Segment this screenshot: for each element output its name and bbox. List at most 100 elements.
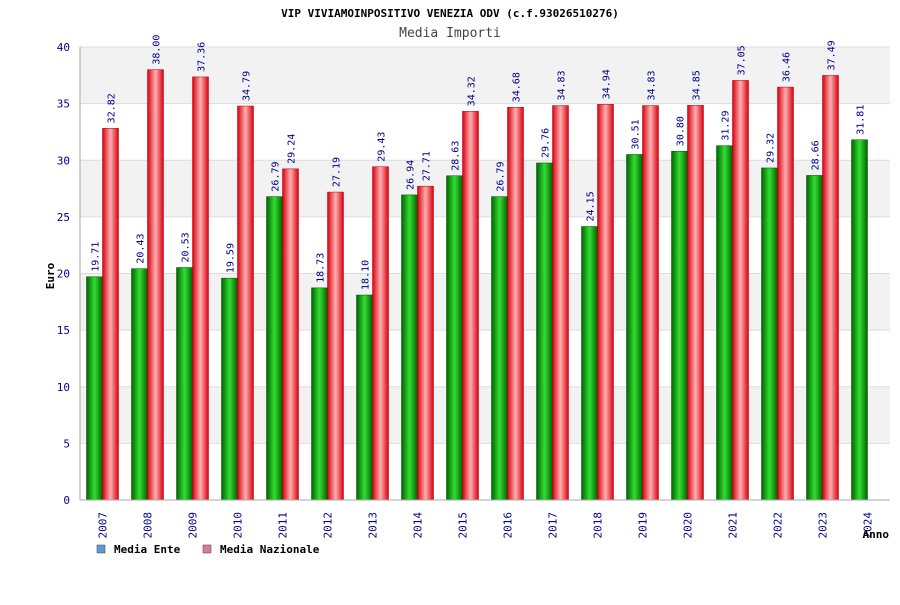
data-label: 27.71 bbox=[422, 151, 433, 181]
bar-media-ente bbox=[221, 277, 238, 501]
data-label: 30.80 bbox=[676, 116, 687, 146]
bar-media-ente bbox=[806, 175, 823, 501]
bar-media-ente bbox=[671, 150, 688, 501]
bar-media-ente bbox=[176, 267, 193, 501]
data-label: 19.59 bbox=[226, 243, 237, 273]
bar-media-ente bbox=[581, 226, 598, 501]
data-label: 24.15 bbox=[586, 191, 597, 221]
x-tick-label: 2008 bbox=[142, 512, 155, 539]
bar-media-nazionale bbox=[102, 128, 119, 501]
x-tick-label: 2020 bbox=[682, 512, 695, 539]
data-label: 26.94 bbox=[406, 160, 417, 190]
bar-media-nazionale bbox=[327, 191, 344, 501]
x-axis-ticks: 2007 2008 2009 2010 2011 2012 2013 2014 2015 2016… bbox=[97, 512, 875, 539]
plot-background bbox=[80, 47, 890, 500]
data-label: 26.79 bbox=[496, 161, 507, 191]
bar-media-nazionale bbox=[552, 105, 569, 501]
data-label: 30.51 bbox=[631, 119, 642, 149]
bar-media-nazionale bbox=[237, 105, 254, 501]
plot-band bbox=[80, 330, 890, 387]
bar-media-ente bbox=[86, 276, 103, 501]
legend-swatch-media-nazionale bbox=[202, 544, 212, 554]
bar-media-ente bbox=[851, 139, 868, 501]
x-tick-label: 2017 bbox=[547, 512, 560, 539]
bar-media-ente bbox=[311, 287, 328, 501]
plot-band bbox=[80, 103, 890, 161]
x-tick-label: 2014 bbox=[412, 512, 425, 539]
data-label: 31.29 bbox=[721, 111, 732, 141]
data-label: 34.68 bbox=[512, 72, 523, 102]
legend-label-media-nazionale: Media Nazionale bbox=[220, 543, 320, 556]
x-tick-label: 2015 bbox=[457, 512, 470, 539]
data-label: 20.53 bbox=[181, 232, 192, 262]
x-tick-label: 2016 bbox=[502, 512, 515, 539]
bar-media-nazionale bbox=[282, 168, 299, 501]
bar-media-nazionale bbox=[642, 105, 659, 501]
data-label: 37.36 bbox=[197, 42, 208, 72]
plot-band bbox=[80, 47, 890, 104]
bar-media-nazionale bbox=[822, 75, 839, 501]
data-label: 34.83 bbox=[557, 70, 568, 100]
plot-band bbox=[80, 386, 890, 444]
plot-band bbox=[80, 443, 890, 500]
bar-media-nazionale bbox=[732, 80, 749, 501]
x-tick-label: 2012 bbox=[322, 512, 335, 539]
data-label: 34.79 bbox=[242, 71, 253, 101]
data-label: 37.49 bbox=[827, 40, 838, 70]
data-label: 18.73 bbox=[316, 253, 327, 283]
y-tick-label: 25 bbox=[57, 211, 70, 224]
data-label: 29.76 bbox=[541, 128, 552, 158]
y-tick-label: 30 bbox=[57, 154, 70, 167]
plot-band bbox=[80, 160, 890, 217]
data-label: 38.00 bbox=[152, 35, 163, 65]
data-label: 34.32 bbox=[467, 76, 478, 106]
data-label: 28.66 bbox=[811, 140, 822, 170]
bar-media-nazionale bbox=[417, 185, 434, 501]
x-tick-label: 2018 bbox=[592, 512, 605, 539]
bar-media-nazionale bbox=[192, 76, 209, 501]
data-labels: 19.71 32.82 20.43 38.00 20.53 37.36 19.59 34.79… bbox=[91, 35, 867, 290]
data-label: 20.43 bbox=[136, 234, 147, 264]
data-label: 34.83 bbox=[647, 70, 658, 100]
data-label: 29.24 bbox=[287, 134, 298, 164]
x-tick-label: 2013 bbox=[367, 512, 380, 539]
data-label: 29.32 bbox=[766, 133, 777, 163]
bar-media-ente bbox=[716, 145, 733, 501]
data-label: 26.79 bbox=[271, 161, 282, 191]
bar-media-nazionale bbox=[462, 111, 479, 501]
data-label: 19.71 bbox=[91, 242, 102, 272]
y-tick-label: 0 bbox=[63, 494, 70, 507]
y-tick-label: 15 bbox=[57, 324, 70, 337]
legend-swatch-media-ente bbox=[96, 544, 106, 554]
x-tick-label: 2007 bbox=[97, 512, 110, 539]
data-label: 18.10 bbox=[361, 260, 372, 290]
data-label: 27.19 bbox=[332, 157, 343, 187]
chart-title: VIP VIVIAMOINPOSITIVO VENEZIA ODV (c.f.9… bbox=[281, 7, 619, 20]
bar-media-ente bbox=[536, 162, 553, 501]
y-tick-label: 5 bbox=[63, 437, 70, 450]
bar-media-nazionale bbox=[507, 106, 524, 501]
x-tick-label: 2022 bbox=[772, 512, 785, 539]
bar-media-ente bbox=[626, 154, 643, 501]
x-tick-label: 2021 bbox=[727, 512, 740, 539]
data-label: 34.94 bbox=[602, 69, 613, 99]
y-tick-label: 10 bbox=[57, 381, 70, 394]
bar-media-ente bbox=[131, 268, 148, 501]
plot-band bbox=[80, 216, 890, 274]
data-label: 28.63 bbox=[451, 141, 462, 171]
y-tick-label: 20 bbox=[57, 268, 70, 281]
x-tick-label: 2023 bbox=[817, 512, 830, 539]
x-tick-label: 2009 bbox=[187, 512, 200, 539]
legend-label-media-ente: Media Ente bbox=[114, 543, 181, 556]
chart-subtitle: Media Importi bbox=[399, 26, 501, 41]
bar-media-ente bbox=[266, 196, 283, 501]
legend: Media Ente Media Nazionale bbox=[96, 543, 320, 556]
bar-media-ente bbox=[761, 167, 778, 501]
data-label: 37.05 bbox=[737, 45, 748, 75]
x-tick-label: 2011 bbox=[277, 512, 290, 539]
plot-band bbox=[80, 273, 890, 331]
y-tick-label: 40 bbox=[57, 41, 70, 54]
bar-media-ente bbox=[491, 196, 508, 501]
